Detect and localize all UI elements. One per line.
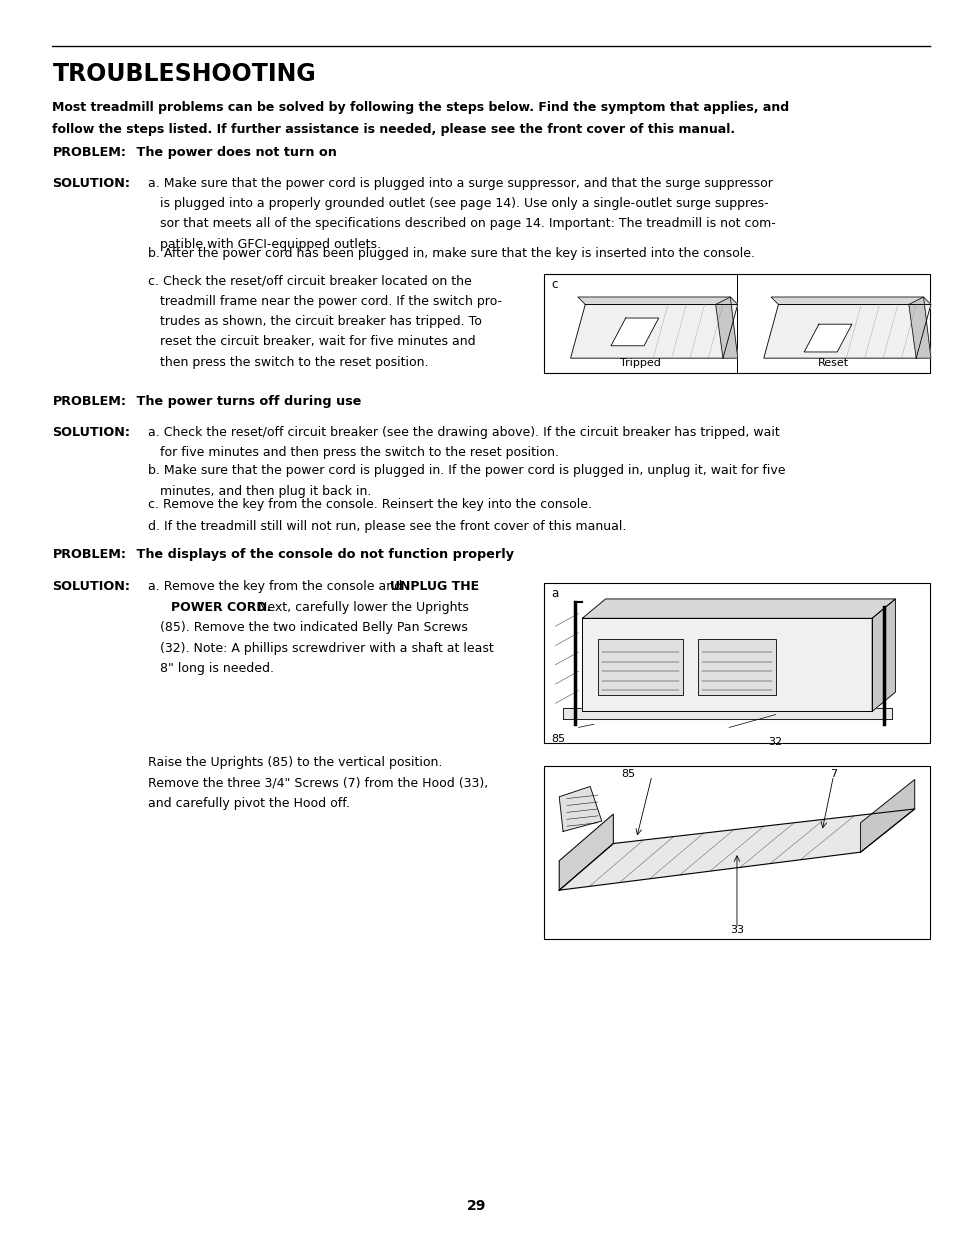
Text: c. Check the reset/off circuit breaker located on the: c. Check the reset/off circuit breaker l… — [148, 274, 471, 288]
Text: Next, carefully lower the Uprights: Next, carefully lower the Uprights — [253, 601, 468, 615]
Text: The power does not turn on: The power does not turn on — [132, 146, 336, 159]
Polygon shape — [871, 599, 895, 711]
Bar — [543, 274, 929, 373]
Text: SOLUTION:: SOLUTION: — [52, 580, 131, 594]
Text: sor that meets all of the specifications described on page 14. Important: The tr: sor that meets all of the specifications… — [148, 217, 775, 231]
Text: a. Check the reset/off circuit breaker (see the drawing above). If the circuit b: a. Check the reset/off circuit breaker (… — [148, 426, 779, 440]
Text: The displays of the console do not function properly: The displays of the console do not funct… — [132, 548, 513, 562]
Polygon shape — [570, 304, 737, 358]
Text: b. Make sure that the power cord is plugged in. If the power cord is plugged in,: b. Make sure that the power cord is plug… — [148, 464, 784, 478]
Text: then press the switch to the reset position.: then press the switch to the reset posit… — [148, 356, 428, 369]
Text: The power turns off during use: The power turns off during use — [132, 395, 360, 409]
Text: trudes as shown, the circuit breaker has tripped. To: trudes as shown, the circuit breaker has… — [148, 315, 481, 329]
Bar — [598, 640, 682, 695]
Text: patible with GFCI-equipped outlets.: patible with GFCI-equipped outlets. — [148, 237, 380, 251]
Text: PROBLEM:: PROBLEM: — [52, 146, 127, 159]
Polygon shape — [770, 296, 930, 304]
Polygon shape — [803, 325, 851, 352]
Text: 33: 33 — [729, 925, 743, 935]
Text: follow the steps listed. If further assistance is needed, please see the front c: follow the steps listed. If further assi… — [52, 124, 735, 137]
Text: b. After the power cord has been plugged in, make sure that the key is inserted : b. After the power cord has been plugged… — [148, 247, 754, 261]
Text: c: c — [551, 278, 558, 291]
Text: (85). Remove the two indicated Belly Pan Screws: (85). Remove the two indicated Belly Pan… — [148, 621, 467, 635]
Text: is plugged into a properly grounded outlet (see page 14). Use only a single-outl: is plugged into a properly grounded outl… — [148, 198, 768, 210]
Polygon shape — [610, 319, 658, 346]
Text: PROBLEM:: PROBLEM: — [52, 395, 127, 409]
Polygon shape — [558, 809, 914, 890]
Text: and carefully pivot the Hood off.: and carefully pivot the Hood off. — [148, 797, 350, 810]
Polygon shape — [558, 814, 613, 890]
Polygon shape — [908, 296, 930, 358]
Bar — [543, 766, 929, 939]
Polygon shape — [581, 619, 871, 711]
Polygon shape — [581, 599, 895, 619]
Text: a. Make sure that the power cord is plugged into a surge suppressor, and that th: a. Make sure that the power cord is plug… — [148, 177, 772, 190]
Text: a: a — [551, 587, 558, 600]
Bar — [698, 640, 775, 695]
Text: Remove the three 3/4" Screws (7) from the Hood (33),: Remove the three 3/4" Screws (7) from th… — [148, 777, 488, 789]
Text: Raise the Uprights (85) to the vertical position.: Raise the Uprights (85) to the vertical … — [148, 756, 442, 769]
Text: SOLUTION:: SOLUTION: — [52, 177, 131, 190]
Text: SOLUTION:: SOLUTION: — [52, 426, 131, 440]
Polygon shape — [558, 787, 601, 831]
Text: PROBLEM:: PROBLEM: — [52, 548, 127, 562]
Text: UNPLUG THE: UNPLUG THE — [390, 580, 478, 594]
Polygon shape — [715, 296, 737, 358]
Bar — [543, 583, 929, 743]
Text: treadmill frame near the power cord. If the switch pro-: treadmill frame near the power cord. If … — [148, 294, 501, 308]
Text: Reset: Reset — [817, 358, 848, 368]
Text: TROUBLESHOOTING: TROUBLESHOOTING — [52, 62, 315, 85]
Polygon shape — [763, 304, 930, 358]
Polygon shape — [860, 779, 914, 852]
Text: 8" long is needed.: 8" long is needed. — [148, 662, 274, 676]
Text: d. If the treadmill still will not run, please see the front cover of this manua: d. If the treadmill still will not run, … — [148, 520, 625, 534]
Text: minutes, and then plug it back in.: minutes, and then plug it back in. — [148, 484, 371, 498]
Text: reset the circuit breaker, wait for five minutes and: reset the circuit breaker, wait for five… — [148, 336, 475, 348]
Text: Most treadmill problems can be solved by following the steps below. Find the sym: Most treadmill problems can be solved by… — [52, 101, 789, 115]
Text: 32: 32 — [767, 737, 781, 747]
Text: c. Remove the key from the console. Reinsert the key into the console.: c. Remove the key from the console. Rein… — [148, 498, 591, 511]
Text: 29: 29 — [467, 1199, 486, 1213]
Polygon shape — [562, 708, 890, 719]
Text: 85: 85 — [621, 769, 636, 779]
Text: for five minutes and then press the switch to the reset position.: for five minutes and then press the swit… — [148, 446, 558, 459]
Polygon shape — [578, 296, 737, 304]
Text: 7: 7 — [829, 769, 836, 779]
Text: POWER CORD.: POWER CORD. — [171, 601, 271, 615]
Text: Tripped: Tripped — [619, 358, 660, 368]
Text: (32). Note: A phillips screwdriver with a shaft at least: (32). Note: A phillips screwdriver with … — [148, 642, 493, 655]
Text: 85: 85 — [551, 734, 565, 743]
Text: a. Remove the key from the console and: a. Remove the key from the console and — [148, 580, 406, 594]
